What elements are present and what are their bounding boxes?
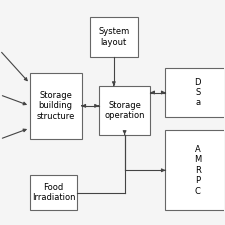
Text: System
layout: System layout: [98, 27, 129, 47]
Text: Food
Irradiation: Food Irradiation: [32, 183, 75, 202]
Text: Storage
operation: Storage operation: [104, 101, 145, 120]
Bar: [166, 68, 225, 117]
Bar: [166, 130, 225, 210]
Text: D
S
a: D S a: [195, 78, 201, 107]
Bar: [30, 175, 77, 210]
Text: A
M
R
P
C: A M R P C: [194, 145, 201, 196]
Bar: [30, 72, 81, 139]
Bar: [90, 17, 137, 57]
Bar: [99, 86, 151, 135]
Text: Storage
building
structure: Storage building structure: [36, 91, 75, 121]
